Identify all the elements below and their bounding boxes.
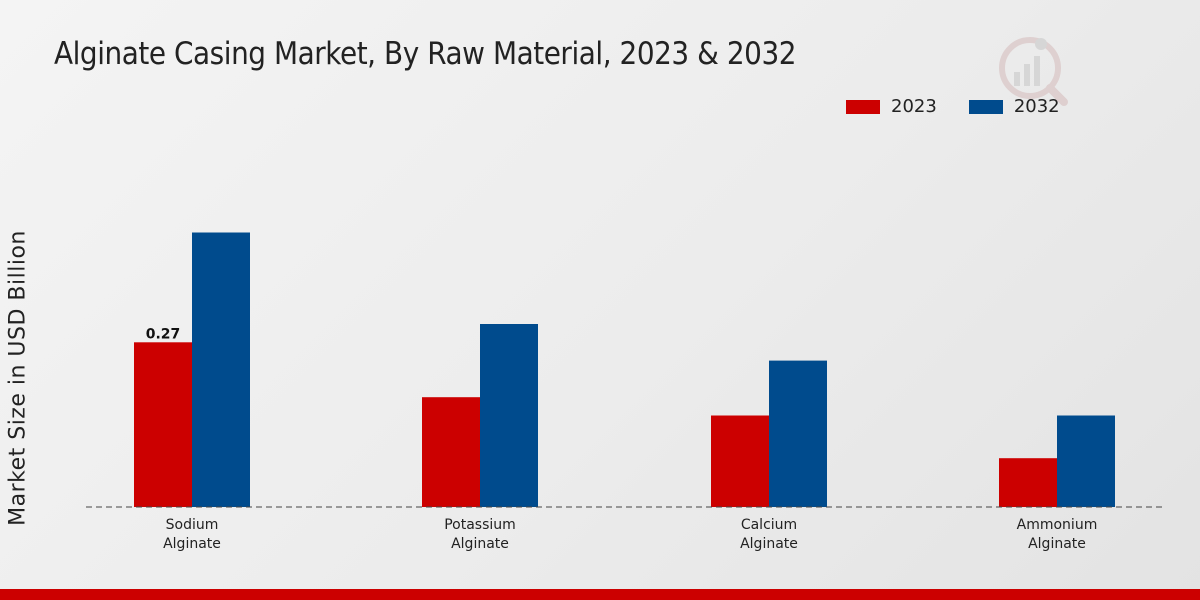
x-tick-label-line: Sodium: [166, 517, 219, 533]
legend-item-2023[interactable]: 2023: [846, 96, 937, 117]
bars-group: [134, 232, 1115, 508]
legend-swatch-2032: [968, 99, 1003, 114]
bar-2023-1[interactable]: [422, 397, 480, 507]
data-labels: 0.27: [146, 326, 181, 342]
x-tick-label-line: Calcium: [741, 517, 797, 533]
data-label-0: 0.27: [146, 326, 181, 342]
bar-2032-3[interactable]: [1057, 415, 1115, 508]
x-tick-label-line: Alginate: [163, 536, 221, 552]
x-tick-label-line: Alginate: [1028, 536, 1086, 552]
bar-2023-2[interactable]: [711, 415, 769, 508]
bar-2032-1[interactable]: [480, 324, 538, 507]
footer-accent-bar: [0, 589, 1200, 600]
legend: 2023 2032: [846, 96, 1092, 117]
legend-label-2032: 2032: [1013, 96, 1060, 117]
x-tick-label-line: Potassium: [444, 517, 516, 533]
x-tick-label-line: Alginate: [740, 536, 798, 552]
x-tick-label-1: Potassium Alginate: [444, 517, 516, 552]
bar-2023-0[interactable]: [134, 342, 192, 507]
chart-title: Alginate Casing Market, By Raw Material,…: [54, 36, 797, 72]
legend-label-2023: 2023: [891, 96, 937, 117]
legend-item-2032[interactable]: 2032: [968, 96, 1060, 117]
x-tick-label-2: Calcium Alginate: [740, 517, 798, 552]
bar-2032-2[interactable]: [769, 360, 827, 507]
x-tick-label-line: Alginate: [451, 536, 509, 552]
x-tick-label-line: Ammonium: [1017, 517, 1098, 533]
x-tick-labels: Sodium Alginate Potassium Alginate Calcium Al…: [163, 517, 1097, 552]
legend-swatch-2023: [846, 99, 880, 114]
x-tick-label-0: Sodium Alginate: [163, 517, 221, 552]
bar-2032-0[interactable]: [192, 232, 250, 508]
watermark-logo-icon: [999, 37, 1068, 106]
bar-2023-3[interactable]: [999, 458, 1057, 507]
x-tick-label-3: Ammonium Alginate: [1017, 517, 1098, 552]
